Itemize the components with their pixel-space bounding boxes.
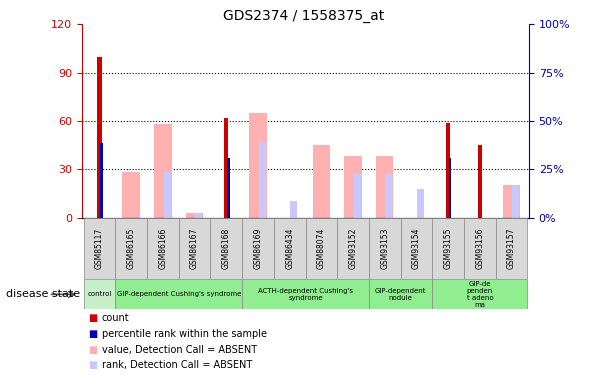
Bar bbox=[100, 144, 103, 218]
Bar bbox=[242, 217, 274, 279]
Bar bbox=[417, 189, 424, 218]
Text: GIP-de
penden
t adeno
ma: GIP-de penden t adeno ma bbox=[466, 281, 493, 308]
Text: GSM93155: GSM93155 bbox=[444, 228, 452, 269]
Bar bbox=[210, 217, 242, 279]
Bar bbox=[376, 156, 393, 218]
Text: GSM88074: GSM88074 bbox=[317, 228, 326, 269]
Bar bbox=[464, 217, 496, 279]
Bar bbox=[503, 185, 520, 218]
Text: GSM86166: GSM86166 bbox=[159, 228, 167, 269]
Bar bbox=[97, 57, 102, 217]
Bar bbox=[290, 201, 297, 217]
Bar bbox=[195, 213, 202, 217]
Bar bbox=[369, 279, 432, 309]
Bar bbox=[337, 217, 369, 279]
Text: disease state: disease state bbox=[6, 290, 80, 299]
Text: ACTH-dependent Cushing's
syndrome: ACTH-dependent Cushing's syndrome bbox=[258, 288, 353, 301]
Text: GSM93152: GSM93152 bbox=[348, 228, 358, 269]
Bar bbox=[249, 113, 267, 218]
Bar bbox=[446, 123, 450, 218]
Text: ■: ■ bbox=[88, 313, 97, 323]
Text: GSM93156: GSM93156 bbox=[475, 228, 485, 269]
Text: ■: ■ bbox=[88, 345, 97, 355]
Bar bbox=[313, 145, 330, 218]
Bar bbox=[512, 185, 519, 218]
Text: ■: ■ bbox=[88, 329, 97, 339]
Text: GDS2374 / 1558375_at: GDS2374 / 1558375_at bbox=[223, 9, 385, 23]
Text: GSM86167: GSM86167 bbox=[190, 228, 199, 269]
Text: GSM93154: GSM93154 bbox=[412, 228, 421, 269]
Text: percentile rank within the sample: percentile rank within the sample bbox=[102, 329, 266, 339]
Text: GSM86434: GSM86434 bbox=[285, 228, 294, 269]
Bar bbox=[84, 217, 116, 279]
Text: GSM86168: GSM86168 bbox=[222, 228, 231, 269]
Text: GIP-dependent Cushing's syndrome: GIP-dependent Cushing's syndrome bbox=[117, 291, 241, 297]
Text: ■: ■ bbox=[88, 360, 97, 370]
Text: GSM86169: GSM86169 bbox=[254, 228, 263, 269]
Bar bbox=[154, 124, 171, 218]
Bar bbox=[385, 174, 392, 217]
Bar bbox=[478, 145, 482, 218]
Bar bbox=[186, 213, 203, 217]
Text: GSM85117: GSM85117 bbox=[95, 228, 104, 269]
Bar bbox=[227, 158, 230, 218]
Bar bbox=[369, 217, 401, 279]
Bar bbox=[116, 279, 242, 309]
Bar bbox=[258, 142, 266, 218]
Text: GIP-dependent
nodule: GIP-dependent nodule bbox=[375, 288, 426, 301]
Bar bbox=[432, 279, 527, 309]
Bar bbox=[224, 118, 229, 218]
Bar bbox=[305, 217, 337, 279]
Bar bbox=[84, 279, 116, 309]
Bar bbox=[179, 217, 210, 279]
Bar bbox=[122, 172, 140, 217]
Bar bbox=[274, 217, 305, 279]
Text: GSM86165: GSM86165 bbox=[126, 228, 136, 269]
Bar bbox=[147, 217, 179, 279]
Bar bbox=[116, 217, 147, 279]
Bar bbox=[401, 217, 432, 279]
Bar bbox=[354, 174, 361, 217]
Bar bbox=[344, 156, 362, 218]
Text: GSM93157: GSM93157 bbox=[507, 228, 516, 269]
Text: GSM93153: GSM93153 bbox=[380, 228, 389, 269]
Bar bbox=[242, 279, 369, 309]
Bar bbox=[496, 217, 527, 279]
Text: control: control bbox=[88, 291, 112, 297]
Text: rank, Detection Call = ABSENT: rank, Detection Call = ABSENT bbox=[102, 360, 252, 370]
Bar bbox=[449, 158, 452, 218]
Text: count: count bbox=[102, 313, 129, 323]
Bar bbox=[432, 217, 464, 279]
Text: value, Detection Call = ABSENT: value, Detection Call = ABSENT bbox=[102, 345, 257, 355]
Bar bbox=[164, 172, 170, 217]
